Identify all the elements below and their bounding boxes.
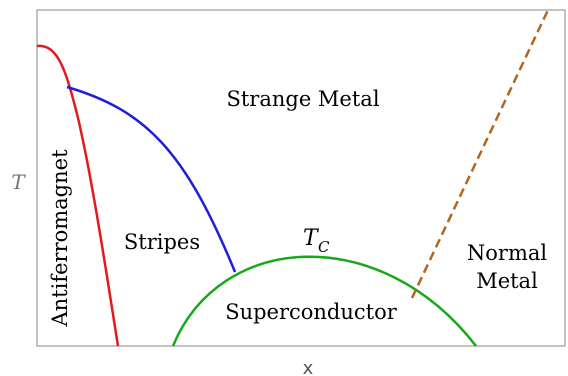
- superconductor-label: Superconductor: [225, 300, 398, 324]
- antiferromagnet-label: Antiferromagnet: [48, 149, 72, 328]
- normal-metal-label-line2: Metal: [476, 269, 538, 293]
- strange-metal-label: Strange Metal: [226, 87, 379, 111]
- tc-curve-label: T C: [303, 226, 330, 256]
- superconducting-dome-curve: [171, 255, 477, 347]
- stripes-label: Stripes: [124, 230, 200, 254]
- y-axis-label: T: [11, 170, 26, 194]
- plot-frame: [36, 9, 566, 347]
- normal-metal-crossover-line: [410, 9, 550, 299]
- normal-metal-label-line1: Normal: [467, 241, 547, 265]
- tc-label-subscript: C: [318, 238, 330, 256]
- x-axis-label: x: [303, 358, 314, 376]
- tc-label-main: T: [303, 226, 320, 251]
- stripes-boundary-curve: [66, 85, 237, 273]
- antiferromagnet-boundary-curve: [36, 44, 120, 347]
